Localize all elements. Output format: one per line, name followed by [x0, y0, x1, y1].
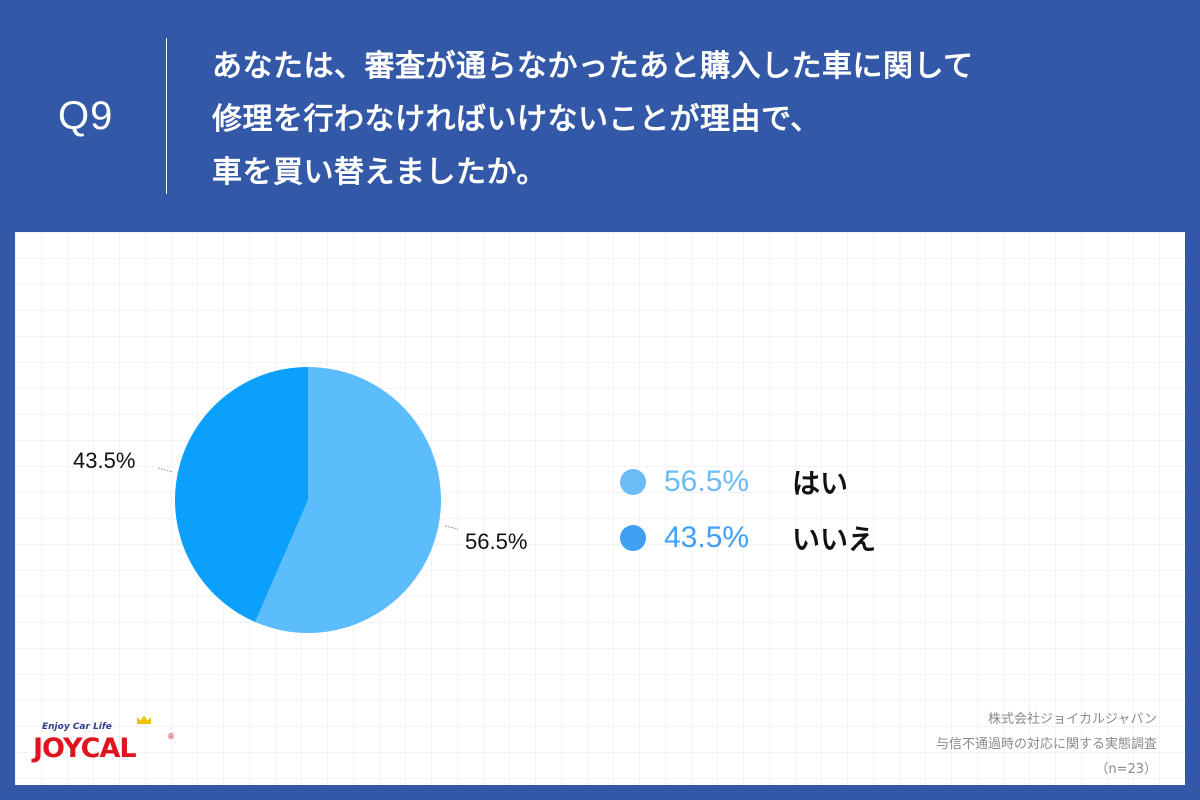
logo-wordmark: JOYCAL [33, 733, 137, 764]
credit-sample-size: （n=23） [1095, 762, 1157, 777]
question-line-2: 修理を行わなければいけないことが理由で、 [212, 102, 821, 137]
legend-dot-no-icon [620, 525, 646, 551]
legend-dot-yes-icon [620, 469, 646, 495]
question-line-3: 車を買い替えましたか。 [212, 155, 547, 190]
legend-pct-yes: 56.5% [664, 465, 750, 498]
pie-label-no: 43.5% [73, 448, 136, 473]
question-text: あなたは、審査が通らなかったあと購入した車に関して 修理を行わなければいけないこ… [212, 40, 1172, 199]
pie-label-yes: 56.5% [465, 529, 528, 554]
survey-credit: 株式会社ジョイカルジャパン 与信不通過時の対応に関する実態調査 （n=23） [936, 707, 1157, 782]
legend-item-yes: 56.5% はい [620, 454, 876, 510]
legend-label-no: いいえ [792, 523, 877, 556]
leader-line-yes [444, 525, 459, 530]
question-line-1: あなたは、審査が通らなかったあと購入した車に関して [212, 49, 974, 84]
legend-pct-no: 43.5% [664, 521, 750, 554]
header-divider [166, 38, 167, 194]
joycal-logo: Enjoy Car Life JOYCAL ® [23, 714, 183, 774]
legend-label-yes: はい [792, 467, 849, 500]
pie-slice-yes [255, 367, 441, 633]
chart-panel: 43.5% 56.5% 56.5% はい 43.5% いいえ Enjoy Car… [15, 232, 1185, 785]
credit-survey-title: 与信不通過時の対応に関する実態調査 [935, 737, 1157, 752]
credit-company: 株式会社ジョイカルジャパン [987, 712, 1157, 727]
registered-mark: ® [167, 732, 175, 741]
question-header: Q9 あなたは、審査が通らなかったあと購入した車に関して 修理を行わなければいけ… [0, 0, 1200, 232]
pie-chart [157, 367, 459, 633]
leader-line-no [157, 467, 174, 473]
question-number: Q9 [58, 94, 114, 138]
crown-icon [137, 715, 151, 724]
pie-slice-no [174, 367, 308, 623]
chart-legend: 56.5% はい 43.5% いいえ [620, 454, 876, 566]
logo-tagline: Enjoy Car Life [42, 722, 112, 732]
legend-item-no: 43.5% いいえ [620, 510, 876, 566]
